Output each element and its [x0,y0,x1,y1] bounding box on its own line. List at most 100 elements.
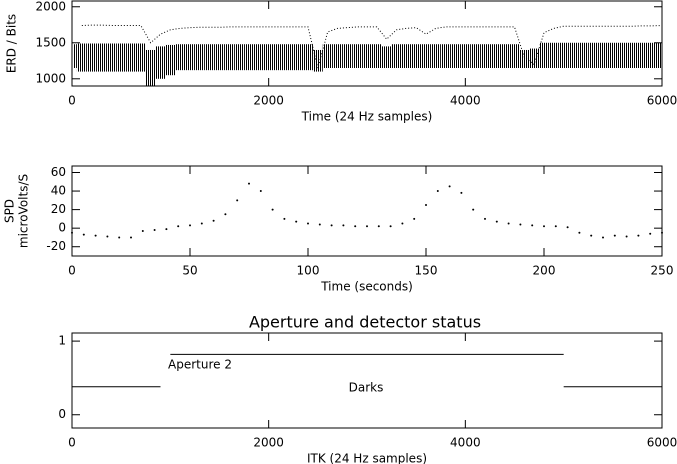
band-segment [647,42,658,68]
band-segment [637,42,648,68]
band-segment [627,42,638,68]
data-point [259,190,262,193]
y-tick-label: 1 [58,334,66,348]
data-point [236,199,239,202]
band-segment [303,44,313,71]
band-segment [116,43,127,72]
data-point [460,191,463,194]
data-point [413,217,416,220]
band-segment [362,44,372,68]
x-axis-label: Time (seconds) [320,280,413,294]
y-tick-label: 0 [58,407,66,421]
data-point [531,224,534,227]
band-segment [194,44,205,71]
band-segment [253,44,264,71]
band-segment [411,44,422,68]
x-tick-label: 0 [68,94,76,108]
x-tick-label: 4000 [450,436,481,450]
data-point [590,234,593,237]
x-axis-label: ITK (24 Hz samples) [307,452,427,464]
band-segment [450,44,461,68]
x-tick-label: 0 [68,436,76,450]
band-segment [135,43,146,72]
band-segment [312,49,323,72]
band-segment [352,44,363,68]
band-segment [322,44,333,68]
band-segment [234,44,245,71]
x-tick-label: 6000 [647,436,677,450]
band-segment [440,44,451,68]
data-point [436,190,439,193]
data-point [495,220,498,223]
band-segment [96,43,107,72]
data-point [484,217,486,220]
x-tick-label: 50 [182,264,197,278]
data-point [543,225,545,228]
band-segment [489,44,500,68]
band-segment [509,44,520,68]
data-point [189,224,191,227]
data-point [377,225,380,228]
band-segment [73,44,77,68]
data-point [200,222,203,225]
data-point [165,228,168,231]
band-segment [391,44,402,68]
band-segment [558,42,569,68]
band-segment [470,44,481,68]
data-point [130,236,132,239]
data-point [71,231,73,234]
band-segment [86,43,97,72]
band-segment [214,44,225,71]
x-axis-label: Time (24 Hz samples) [301,110,433,124]
data-point [566,226,569,229]
annotation: Aperture 2 [168,358,232,372]
band-segment [607,42,618,68]
plot-frame [71,332,663,429]
data-point [425,203,427,206]
chart-title: Aperture and detector status [249,313,481,332]
band-segment [204,44,215,71]
data-point [578,231,581,234]
band-segment [539,42,549,68]
band-segment [273,44,284,71]
data-point [141,229,144,232]
data-line [81,24,663,69]
band-segment [460,44,471,68]
x-tick-label: 200 [533,264,556,278]
y-tick-label: 1500 [35,35,66,49]
plot-frame [71,165,663,257]
data-point [94,234,97,237]
band-segment [263,44,274,71]
y-tick-label: 0 [58,221,66,235]
y-tick-label: 20 [51,202,66,216]
band-segment [332,44,343,68]
data-point [366,225,368,228]
data-point [637,234,640,237]
band-segment [155,46,166,79]
band-segment [342,44,353,68]
data-point [661,231,663,234]
data-point [212,219,215,222]
data-point [389,225,392,228]
data-point [625,235,628,238]
band-segment [529,48,540,68]
band-segment [578,42,589,68]
band-segment [657,42,661,68]
band-segment [76,43,87,72]
band-segment [519,49,530,68]
y-tick-label: 60 [51,165,66,179]
y-axis-label: SPD [3,199,17,223]
data-point [106,235,109,238]
data-point [177,225,180,228]
y-tick-label: 1000 [35,71,66,85]
y-axis-label: ERD / Bits [5,14,19,73]
x-tick-label: 0 [68,264,76,278]
band-segment [224,44,235,71]
band-segment [145,49,156,86]
x-tick-label: 2000 [253,436,284,450]
data-point [507,222,510,225]
band-segment [480,44,490,68]
band-segment [381,46,392,68]
